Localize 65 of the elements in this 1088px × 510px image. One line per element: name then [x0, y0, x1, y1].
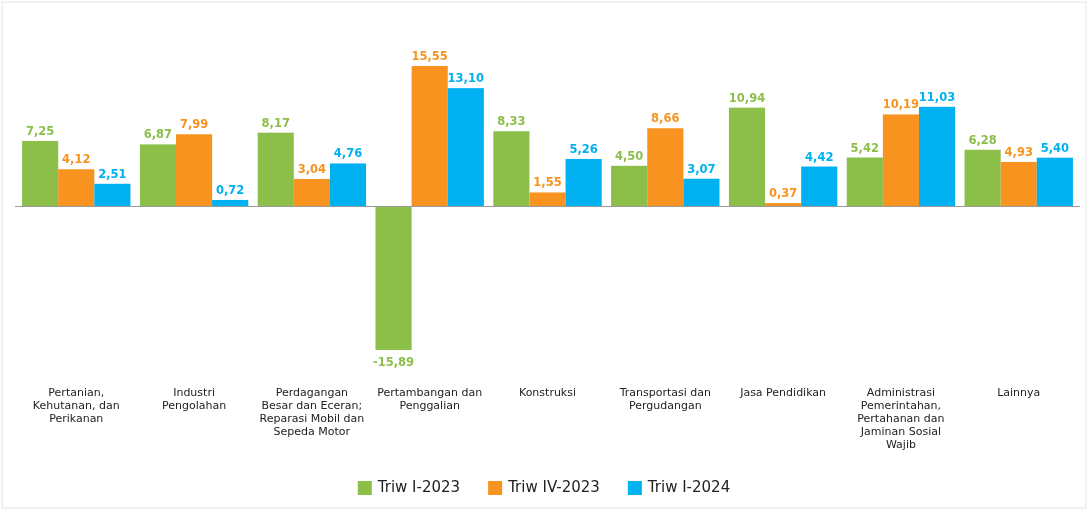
- data-label: 8,33: [497, 114, 526, 129]
- legend-label: Triw IV-2023: [507, 478, 600, 496]
- data-label: -15,89: [372, 355, 415, 369]
- data-label: 5,42: [850, 140, 879, 155]
- bar: [846, 157, 883, 207]
- x-tick-label: Perdagangan Besar dan Eceran; Reparasi Mobil dan Sepeda Motor: [259, 386, 365, 438]
- x-tick-label: Industri Pengolahan: [161, 386, 227, 412]
- data-label: 5,40: [1040, 140, 1070, 155]
- data-label: 4,42: [805, 149, 834, 164]
- bar: [801, 166, 838, 207]
- data-label: 6,28: [968, 132, 997, 147]
- x-tick-label: Pertambangan dan Penggalian: [377, 386, 483, 412]
- bar: [529, 192, 566, 207]
- data-label: 7,25: [25, 123, 55, 138]
- data-label: 3,07: [687, 161, 716, 176]
- data-label: 4,76: [333, 146, 363, 161]
- bar: [447, 88, 484, 207]
- bar: [728, 107, 766, 207]
- x-tick-label: Transportasi dan Pergudangan: [618, 386, 711, 412]
- bar: [375, 206, 412, 350]
- data-label: 10,19: [882, 97, 920, 112]
- data-label: 15,55: [411, 49, 448, 63]
- x-tick-label: Konstruksi: [518, 386, 577, 399]
- bar: [882, 114, 919, 207]
- data-label: 11,03: [918, 89, 956, 104]
- bar: [611, 165, 648, 207]
- bar: [647, 128, 684, 207]
- bar: [94, 183, 131, 207]
- x-tick-label: Lainnya: [997, 386, 1041, 399]
- data-label: 4,12: [62, 152, 91, 167]
- bar: [918, 106, 956, 207]
- bar: [1000, 161, 1037, 207]
- x-tick-label: Administrasi Pemerintahan, Pertahanan dan Jaminan Sosial Wajib: [857, 386, 945, 451]
- data-label: 8,66: [651, 111, 680, 126]
- bar: [1036, 157, 1073, 207]
- bar: [293, 179, 330, 207]
- legend-label: Triw I-2024: [646, 478, 731, 496]
- bar: [411, 66, 448, 207]
- legend-label: Triw I-2023: [376, 478, 461, 496]
- x-tick-label: Jasa Pendidikan: [739, 386, 827, 399]
- bar: [565, 158, 602, 207]
- data-label: 5,26: [569, 141, 598, 156]
- data-label: 10,94: [728, 90, 766, 105]
- bar: [22, 140, 59, 207]
- data-label: 6,87: [143, 127, 173, 142]
- data-label: 8,17: [261, 115, 290, 130]
- data-label: 7,99: [179, 117, 209, 132]
- bar: [176, 134, 213, 207]
- bar: [964, 149, 1001, 207]
- bar: [329, 163, 367, 207]
- bar: [683, 178, 720, 207]
- data-label: 0,72: [216, 182, 245, 197]
- data-label: 4,93: [1004, 144, 1033, 159]
- bar: [58, 169, 95, 207]
- data-label: 13,10: [447, 71, 485, 86]
- x-tick-label: Pertanian, Kehutanan, dan Perikanan: [32, 386, 120, 425]
- bar: [493, 131, 530, 207]
- data-label: 4,50: [614, 148, 644, 163]
- data-label: 0,37: [768, 186, 798, 201]
- bar: [257, 132, 294, 207]
- data-label: 2,51: [98, 166, 127, 181]
- bar: [212, 199, 249, 207]
- bar: [139, 144, 177, 207]
- data-label: 3,04: [297, 162, 327, 176]
- data-label: 1,55: [533, 175, 562, 190]
